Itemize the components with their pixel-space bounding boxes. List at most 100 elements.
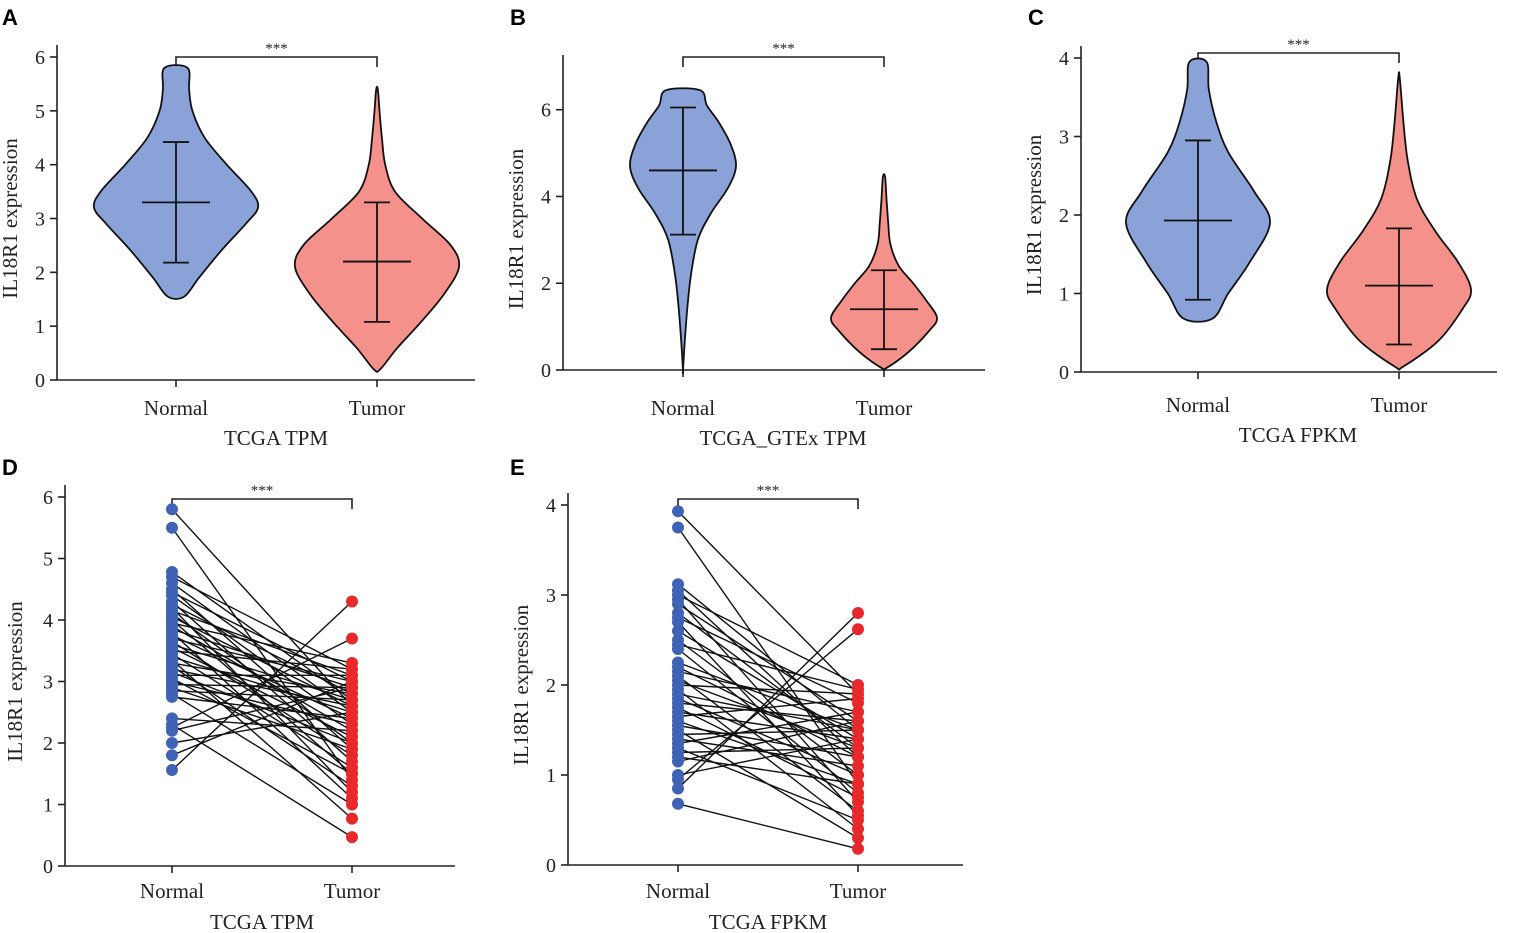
tumor-point [852, 623, 864, 636]
y-tick-label: 3 [546, 585, 556, 607]
y-tick-label: 1 [35, 316, 45, 338]
pair-line [677, 747, 859, 754]
normal-point [166, 690, 178, 703]
pair-line [677, 643, 859, 691]
tumor-point [346, 693, 358, 706]
pair-line [171, 696, 353, 720]
pair-line [677, 648, 859, 794]
tumor-point [346, 767, 358, 780]
pair-points [672, 505, 864, 855]
tumor-point [852, 751, 864, 763]
pair-line [171, 601, 353, 762]
pair-line [677, 510, 859, 695]
pair-line [171, 637, 353, 729]
pair-line [677, 697, 859, 776]
bracket-line [677, 498, 859, 509]
y-axis-title: IL18R1 expression [0, 138, 22, 299]
pair-lines [677, 510, 859, 850]
pair-line [171, 576, 353, 670]
bracket-line [1197, 52, 1400, 63]
panel-c: C 0 1 2 3 4 Normal Tumor TCGA FPKM IL18R1 express… [1022, 5, 1497, 447]
y-tick-label: 2 [43, 733, 53, 755]
pair-line [677, 670, 859, 713]
x-axis-title: TCGA FPKM [1239, 423, 1358, 447]
violin-tumor [1326, 71, 1472, 371]
x-axis-title: TCGA TPM [224, 426, 328, 450]
significance-bracket: *** [171, 483, 353, 509]
y-tick-label: 6 [43, 487, 53, 509]
pair-line [677, 711, 859, 745]
pair-line [171, 711, 353, 744]
pair-line [171, 603, 353, 695]
panel-letter: D [2, 455, 18, 480]
tumor-point [852, 842, 864, 855]
tumor-point [346, 595, 358, 608]
tumor-point [852, 778, 864, 790]
pair-line [677, 630, 859, 740]
y-tick-label: 0 [1059, 362, 1069, 384]
tumor-point [346, 798, 358, 811]
x-tick-label-normal: Normal [144, 396, 208, 420]
significance-bracket: *** [677, 483, 859, 509]
tumor-point [346, 743, 358, 756]
pair-line [677, 594, 859, 686]
tumor-point [852, 760, 864, 772]
normal-point [166, 724, 178, 737]
significance-bracket: *** [1197, 37, 1400, 63]
pair-line [677, 628, 859, 781]
pair-line [171, 622, 353, 664]
tumor-point [852, 769, 864, 781]
tumor-point [852, 791, 864, 804]
panel-letter: E [510, 455, 525, 480]
pair-line [171, 717, 353, 732]
pair-lines [171, 508, 353, 838]
panel-a: A 0 1 2 3 4 5 6 Normal Tumor TCGA TPM IL18R1 expres… [0, 5, 475, 450]
x-tick-label-normal: Normal [1166, 393, 1230, 417]
x-tick-label-tumor: Tumor [349, 396, 405, 420]
normal-point [166, 764, 178, 777]
y-axis-title: IL18R1 expression [509, 604, 533, 765]
pair-line [677, 616, 859, 704]
pair-line [171, 640, 353, 756]
pair-line [171, 647, 353, 738]
panel-d: D 0 1 2 3 4 5 6 Normal Tumor TCGA TPM IL18R1 expres… [2, 455, 455, 933]
pair-line [677, 697, 859, 718]
y-tick-label: 3 [35, 209, 45, 231]
pair-points [166, 503, 358, 844]
panel-b: B 0 2 4 6 Normal Tumor TCGA_GTEx TPM IL18R1 expr… [504, 5, 985, 450]
tumor-point [346, 812, 358, 825]
tumor-point [852, 832, 864, 844]
tumor-point [852, 805, 864, 817]
y-tick-label: 4 [541, 186, 551, 208]
pair-line [171, 601, 353, 771]
tumor-point [852, 607, 864, 619]
tumor-point [852, 692, 864, 705]
y-tick-label: 0 [546, 855, 556, 877]
pair-line [677, 688, 859, 830]
normal-point [672, 625, 684, 637]
x-tick-label-tumor: Tumor [1371, 393, 1427, 417]
y-tick-label: 4 [546, 495, 556, 517]
pair-line [171, 677, 353, 775]
y-tick-label: 6 [35, 47, 45, 69]
bracket-line [682, 56, 885, 67]
normal-point [672, 598, 684, 610]
pair-line [171, 656, 353, 713]
x-tick-label-tumor: Tumor [324, 879, 380, 903]
y-tick-label: 4 [1059, 48, 1069, 70]
tumor-point [852, 733, 864, 745]
pair-line [171, 527, 353, 781]
significance-bracket: *** [175, 41, 378, 67]
pair-line [171, 653, 353, 769]
y-tick-label: 0 [43, 856, 53, 878]
y-tick-label: 2 [35, 262, 45, 284]
y-tick-label: 1 [1059, 284, 1069, 306]
normal-point [166, 737, 178, 749]
y-axis-title: IL18R1 expression [504, 148, 528, 309]
tumor-point [852, 742, 864, 754]
tumor-point [852, 724, 864, 736]
y-axis-title: IL18R1 expression [3, 601, 27, 762]
tumor-point [852, 823, 864, 835]
